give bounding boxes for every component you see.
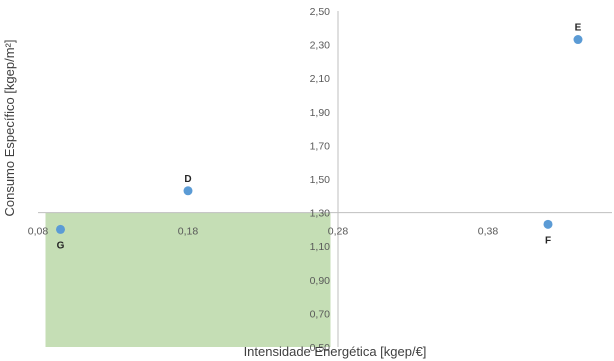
y-tick-label: 2,10 bbox=[310, 73, 331, 85]
point-label-f: F bbox=[545, 235, 551, 246]
y-tick-label: 0,50 bbox=[310, 342, 331, 354]
y-tick-labels: 0,50 0,70 0,90 1,10 1,30 1,50 1,70 1,90 2,10 2,30… bbox=[310, 6, 331, 354]
y-tick-label: 1,90 bbox=[310, 107, 331, 119]
y-tick-label: 1,70 bbox=[310, 140, 331, 152]
x-tick-label: 0,08 bbox=[28, 226, 49, 238]
y-tick-label: 1,30 bbox=[310, 208, 331, 220]
x-tick-label: 0,38 bbox=[478, 226, 499, 238]
x-tick-labels: 0,080,180,280,380,480,580,680,7 bbox=[28, 226, 499, 238]
axes bbox=[38, 11, 612, 347]
y-tick-label: 0,70 bbox=[310, 308, 331, 320]
y-axis-label: Consumo Específico [kgep/m²] bbox=[2, 39, 17, 216]
y-tick-label: 2,50 bbox=[310, 6, 331, 18]
data-points: GDFEBC bbox=[56, 23, 583, 251]
y-tick-label: 1,50 bbox=[310, 174, 331, 186]
x-tick-label: 0,28 bbox=[328, 226, 349, 238]
data-point-f bbox=[543, 219, 553, 229]
y-tick-label: 2,30 bbox=[310, 40, 331, 52]
point-label-d: D bbox=[184, 174, 191, 185]
data-point-d bbox=[183, 186, 193, 196]
data-point-g bbox=[56, 224, 65, 234]
data-point-e bbox=[573, 35, 583, 45]
point-label-g: G bbox=[57, 240, 65, 251]
y-tick-label: 0,90 bbox=[310, 275, 331, 287]
point-label-e: E bbox=[575, 23, 582, 34]
x-tick-label: 0,18 bbox=[178, 226, 199, 238]
x-axis-label: Intensidade Energética [kgep/€] bbox=[244, 344, 427, 359]
y-tick-label: 1,10 bbox=[310, 241, 331, 253]
highlight-region bbox=[45, 212, 331, 347]
